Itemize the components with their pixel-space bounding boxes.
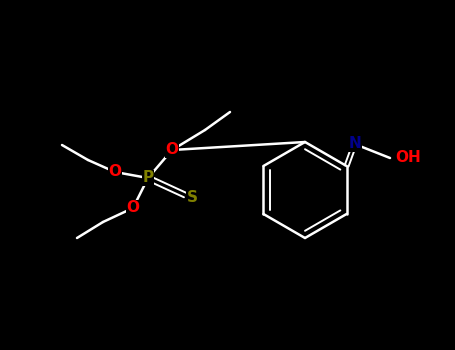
Text: O: O: [166, 142, 178, 158]
Text: OH: OH: [395, 150, 421, 166]
Text: P: P: [142, 170, 154, 186]
Text: O: O: [126, 201, 140, 216]
Text: O: O: [108, 164, 121, 180]
Text: S: S: [187, 189, 197, 204]
Text: N: N: [348, 136, 361, 152]
